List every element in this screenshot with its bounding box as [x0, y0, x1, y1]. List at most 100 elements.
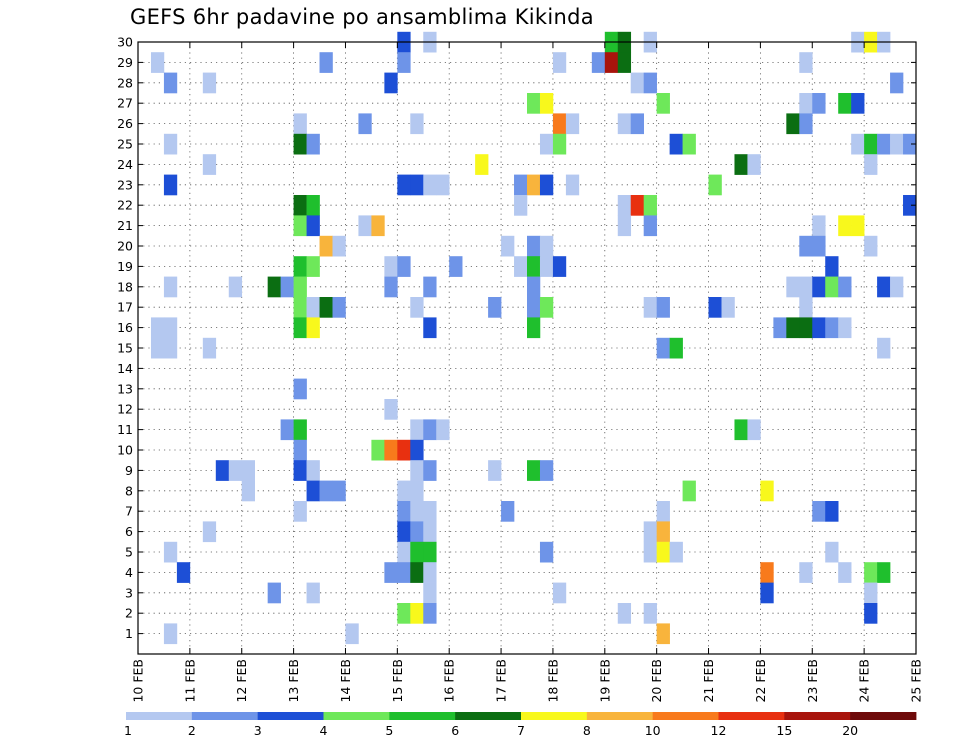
y-tick-label: 12 [117, 402, 133, 417]
x-tick-label: 13 FEB [286, 659, 301, 703]
heatmap-cell [384, 562, 398, 583]
heatmap-cell [643, 603, 657, 624]
heatmap-cell [163, 317, 178, 339]
heatmap-cell [656, 541, 670, 563]
heatmap-cell [280, 276, 294, 298]
heatmap-cell [397, 256, 411, 277]
heatmap-cell [643, 541, 657, 563]
heatmap-cell [669, 133, 683, 155]
heatmap-cell [423, 174, 437, 196]
heatmap-cell [163, 276, 178, 298]
heatmap-cell [410, 480, 424, 502]
heatmap-cell [280, 419, 294, 441]
x-tick-label: 23 FEB [805, 659, 820, 703]
heatmap-cell [552, 113, 567, 135]
heatmap-cell [799, 113, 813, 135]
heatmap-cell [293, 460, 307, 481]
legend-swatch [521, 712, 588, 720]
heatmap-cell [501, 235, 515, 257]
heatmap-cell [539, 93, 554, 114]
heatmap-cell [721, 297, 735, 318]
heatmap-cell [293, 256, 307, 277]
heatmap-cell [267, 582, 281, 604]
heatmap-cell [384, 399, 398, 420]
y-tick-label: 4 [125, 565, 133, 580]
heatmap-cell [514, 256, 528, 277]
legend-label: 15 [776, 723, 792, 738]
heatmap-cell [514, 174, 528, 196]
heatmap-cell [539, 297, 554, 318]
heatmap-cell [734, 154, 748, 175]
heatmap-cell [539, 174, 554, 196]
heatmap-cell [527, 276, 541, 298]
heatmap-cell [163, 337, 178, 359]
heatmap-cell [423, 419, 437, 441]
heatmap-cell [864, 154, 878, 175]
heatmap-cell [306, 256, 320, 277]
heatmap-cell [643, 195, 657, 216]
heatmap-cell [708, 174, 722, 196]
legend-label: 3 [254, 723, 262, 738]
heatmap-cell [163, 541, 178, 563]
y-tick-label: 25 [117, 137, 133, 152]
heatmap-cell [410, 501, 424, 522]
heatmap-cell [864, 235, 878, 257]
y-tick-label: 16 [117, 320, 133, 335]
heatmap-cell [630, 195, 644, 216]
heatmap-cell [410, 460, 424, 481]
heatmap-cell [864, 133, 878, 155]
heatmap-cell [410, 113, 424, 135]
y-tick-label: 9 [125, 463, 133, 478]
heatmap-cell [410, 439, 424, 461]
x-tick-label: 11 FEB [182, 659, 197, 703]
heatmap-cell [527, 297, 541, 318]
heatmap-cell [293, 297, 307, 318]
legend: 1 2 3 4 5 6 7 8 10 12 15 20 [124, 712, 917, 738]
y-tick-label: 27 [117, 96, 133, 111]
heatmap-cell [475, 154, 489, 175]
heatmap-cell [838, 562, 852, 583]
x-tick-label: 25 FEB [909, 659, 924, 703]
heatmap-cell [423, 562, 437, 583]
heatmap-cell [293, 317, 307, 339]
y-tick-label: 21 [117, 218, 133, 233]
heatmap-cell [565, 174, 580, 196]
heatmap-cell [825, 541, 839, 563]
heatmap-cell [539, 133, 554, 155]
x-tick-label: 15 FEB [390, 659, 405, 703]
heatmap-cell [539, 460, 554, 481]
heatmap-cell [799, 235, 813, 257]
legend-swatch [389, 712, 456, 720]
heatmap-cell [306, 317, 320, 339]
legend-swatch [718, 712, 785, 720]
heatmap-cell [617, 52, 632, 73]
heatmap-cell [838, 276, 852, 298]
heatmap-cell [617, 215, 632, 237]
heatmap-cell [760, 582, 774, 604]
heatmap-cell [669, 541, 683, 563]
heatmap-cell [825, 276, 839, 298]
heatmap-cell [527, 235, 541, 257]
y-tick-label: 18 [117, 279, 133, 294]
heatmap-cell [903, 195, 917, 216]
heatmap-cell [202, 337, 217, 359]
heatmap-cell [643, 72, 657, 94]
legend-label: 8 [583, 723, 591, 738]
heatmap-cell [358, 215, 372, 237]
heatmap-cell [163, 72, 178, 94]
heatmap-cell [552, 52, 567, 73]
heatmap-cell [397, 501, 411, 522]
x-tick-label: 12 FEB [234, 659, 249, 703]
heatmap-cell [202, 521, 217, 543]
heatmap-cell [306, 297, 320, 318]
legend-swatch [652, 712, 719, 720]
legend-swatch [586, 712, 654, 720]
heatmap-cell [539, 256, 554, 277]
heatmap-cell [293, 113, 307, 135]
heatmap-cell [423, 521, 437, 543]
heatmap-cell [539, 235, 554, 257]
heatmap-cell [617, 195, 632, 216]
heatmap-cell [591, 52, 606, 73]
heatmap-cell [501, 501, 515, 522]
